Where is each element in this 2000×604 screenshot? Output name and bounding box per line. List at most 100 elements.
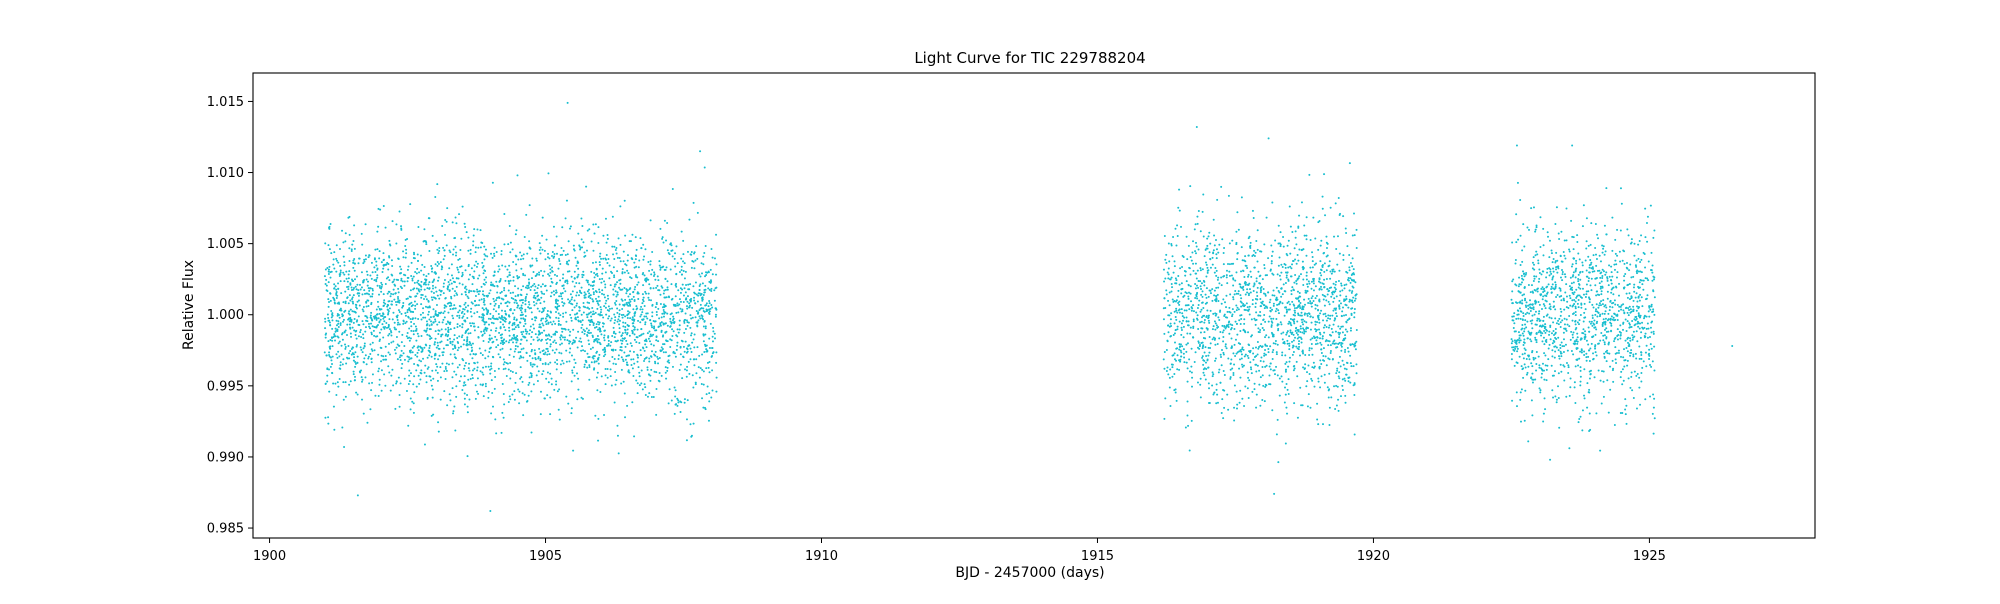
data-point	[700, 262, 703, 265]
data-point	[552, 320, 555, 323]
data-point	[410, 320, 413, 323]
data-point	[543, 249, 546, 252]
data-point	[1338, 305, 1341, 308]
data-point	[602, 355, 605, 358]
data-point	[621, 308, 624, 311]
data-point	[1352, 296, 1355, 299]
data-point	[508, 282, 511, 285]
data-point	[370, 301, 373, 304]
data-point	[1344, 379, 1347, 382]
data-point	[393, 348, 396, 351]
data-point	[604, 302, 607, 305]
data-point	[430, 320, 432, 323]
data-point	[651, 268, 654, 271]
data-point	[543, 397, 546, 400]
data-point	[708, 300, 711, 303]
data-point	[546, 313, 549, 316]
data-point	[380, 328, 383, 331]
data-point	[434, 286, 437, 289]
data-point	[591, 320, 594, 323]
data-point	[444, 297, 447, 300]
data-point	[348, 259, 351, 262]
data-point	[358, 304, 361, 307]
data-point	[448, 289, 451, 292]
data-point	[663, 305, 666, 308]
data-point	[1201, 316, 1203, 319]
data-point	[342, 358, 345, 361]
data-point	[516, 345, 519, 348]
data-point	[1350, 274, 1353, 277]
data-point	[457, 342, 460, 345]
data-point	[1293, 322, 1296, 325]
data-point	[375, 280, 378, 283]
data-point	[631, 367, 634, 370]
data-point	[384, 226, 387, 229]
data-point	[324, 336, 327, 339]
data-point	[595, 360, 598, 363]
data-point	[1299, 302, 1302, 304]
data-point	[474, 246, 477, 249]
data-point	[1321, 195, 1324, 198]
data-point	[683, 318, 686, 321]
data-point	[1346, 319, 1349, 322]
data-point	[431, 284, 434, 287]
data-point	[342, 398, 345, 401]
data-point	[528, 354, 531, 357]
data-point	[636, 283, 639, 286]
data-point	[1209, 266, 1212, 269]
data-point	[1236, 306, 1239, 309]
data-point	[370, 389, 373, 392]
data-point	[564, 311, 567, 314]
data-point	[370, 322, 373, 325]
data-point	[338, 316, 341, 319]
data-point	[522, 257, 525, 260]
data-point	[530, 431, 533, 434]
data-point	[520, 376, 523, 379]
data-point	[447, 280, 450, 283]
data-point	[1168, 376, 1171, 379]
data-point	[433, 357, 436, 360]
data-point	[510, 296, 513, 299]
data-point	[492, 274, 495, 277]
data-point	[671, 297, 674, 300]
data-point	[504, 294, 507, 297]
data-point	[400, 228, 403, 231]
data-point	[464, 362, 467, 365]
data-point	[471, 283, 474, 286]
data-point	[707, 311, 710, 314]
data-point	[521, 333, 524, 336]
data-point	[1227, 262, 1229, 265]
data-point	[586, 301, 589, 304]
data-point	[398, 394, 401, 397]
data-point	[1272, 342, 1275, 345]
data-point	[487, 317, 490, 320]
data-point	[429, 328, 432, 331]
data-point	[400, 225, 403, 228]
data-point	[489, 368, 492, 371]
data-point	[1259, 305, 1262, 308]
data-point	[1287, 278, 1290, 281]
data-point	[524, 318, 527, 321]
data-point	[508, 354, 511, 357]
data-point	[630, 298, 633, 301]
data-point	[1345, 373, 1348, 376]
data-point	[1227, 321, 1230, 324]
data-point	[1347, 350, 1350, 353]
data-point	[1289, 329, 1292, 332]
data-point	[333, 251, 336, 254]
data-point	[1205, 296, 1208, 299]
data-point	[614, 348, 617, 351]
data-point	[544, 363, 547, 366]
data-point	[684, 291, 687, 294]
data-point	[441, 362, 444, 365]
data-point	[551, 349, 554, 352]
data-point	[536, 307, 539, 310]
data-point	[550, 277, 553, 280]
data-point	[1324, 340, 1327, 343]
data-point	[625, 292, 628, 295]
data-point	[1258, 331, 1261, 334]
data-point	[561, 330, 564, 333]
data-point	[603, 336, 606, 339]
data-point	[1243, 405, 1246, 408]
data-point	[615, 340, 618, 343]
